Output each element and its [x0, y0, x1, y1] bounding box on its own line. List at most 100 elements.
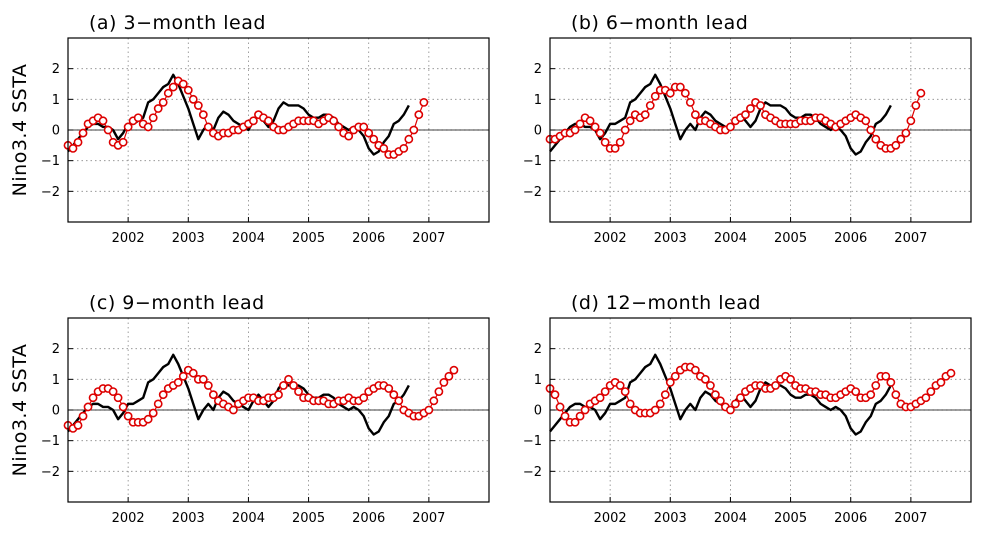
forecast-point [896, 134, 906, 144]
x-tick-label: 2004 [714, 511, 747, 526]
forecast-point [193, 101, 203, 110]
forecast-point [560, 411, 570, 421]
forecast-point [113, 393, 123, 403]
forecast-point [394, 396, 404, 406]
y-axis-label: Nino3.4 SSTA [9, 64, 31, 197]
y-tick-label: −1 [523, 154, 542, 169]
y-tick-label: 2 [52, 62, 60, 77]
forecast-point [183, 85, 193, 95]
x-tick-label: 2005 [292, 511, 325, 526]
panel-a: (a) 3−month lead Nino3.4 SSTA 2002 2003 20… [9, 12, 490, 246]
forecast-point [620, 125, 630, 135]
forecast-point [168, 82, 178, 92]
forecast-point [936, 377, 946, 387]
forecast-point [645, 101, 655, 110]
forecast-point [921, 393, 931, 403]
forecast-point [198, 374, 208, 384]
x-tick-label: 2007 [412, 231, 445, 246]
x-tick-label: 2003 [172, 511, 205, 526]
x-tick-label: 2002 [594, 231, 627, 246]
forecast-point [384, 384, 394, 393]
x-tick-label: 2005 [292, 231, 325, 246]
forecast-point [610, 143, 620, 153]
forecast-point [173, 377, 183, 387]
forecast-point [404, 134, 414, 144]
forecast-point [178, 371, 188, 381]
forecast-point [946, 368, 956, 378]
forecast-point [655, 399, 665, 409]
forecast-point [274, 390, 283, 400]
y-tick-label: −2 [41, 465, 60, 480]
forecast-point [620, 387, 630, 396]
forecast-point [700, 374, 710, 384]
forecast-point [580, 405, 590, 415]
forecast-point [771, 381, 780, 390]
y-tick-label: 1 [52, 373, 60, 388]
forecast-point [158, 98, 168, 107]
forecast-point [665, 88, 675, 98]
y-tick-label: −2 [41, 185, 60, 200]
forecast-point [665, 377, 675, 387]
forecast-point [108, 387, 118, 396]
forecast-point [550, 390, 560, 400]
y-tick-label: −2 [523, 185, 542, 200]
forecast-point [555, 402, 565, 412]
forecast-point [685, 98, 695, 107]
forecast-point [706, 381, 715, 390]
forecast-point [625, 116, 635, 126]
forecast-point [715, 396, 725, 406]
forecast-point [83, 402, 93, 412]
forecast-point [731, 399, 740, 409]
forecast-point [203, 122, 213, 132]
forecast-point [153, 399, 163, 409]
forecast-point [409, 125, 419, 135]
panel-c: (c) 9−month lead Nino3.4 SSTA 2002 2003 20… [9, 292, 490, 526]
forecast-point [68, 143, 78, 153]
forecast-point [98, 116, 108, 126]
forecast-point [429, 396, 439, 406]
forecast-point [570, 417, 580, 427]
forecast-point [359, 122, 369, 132]
forecast-point [198, 110, 208, 120]
panel-title: (c) 9−month lead [89, 292, 265, 314]
forecast-point [736, 393, 745, 403]
forecast-point [294, 387, 303, 396]
x-tick-label: 2007 [894, 231, 927, 246]
forecast-point [891, 390, 901, 400]
forecast-point [726, 405, 735, 415]
forecast-point [741, 110, 750, 120]
forecast-point [148, 113, 158, 123]
forecast-point [615, 381, 625, 390]
forecast-point [710, 390, 720, 400]
x-tick-label: 2006 [834, 231, 867, 246]
plot-area: 2002 2003 2004 2005 2006 2007 −2 −1 0 1 2 [523, 37, 972, 246]
x-tick-label: 2007 [894, 511, 927, 526]
forecast-point [871, 134, 881, 144]
forecast-point [670, 371, 680, 381]
x-tick-label: 2003 [654, 231, 687, 246]
y-tick-label: 2 [52, 342, 60, 357]
forecast-point [650, 405, 660, 415]
forecast-point [118, 402, 128, 412]
forecast-point [279, 381, 288, 390]
forecast-point [424, 405, 434, 415]
forecast-point [891, 140, 901, 150]
forecast-point [866, 390, 876, 400]
y-tick-label: −1 [523, 434, 542, 449]
y-tick-label: 0 [52, 124, 60, 139]
forecast-point [756, 101, 765, 110]
forecast-point [329, 116, 339, 126]
forecast-point [133, 113, 143, 123]
forecast-point [871, 381, 881, 390]
forecast-point [901, 128, 911, 138]
forecast-point [640, 110, 650, 120]
forecast-point [123, 122, 133, 132]
y-tick-label: 0 [534, 124, 542, 139]
forecast-point [439, 377, 449, 387]
y-tick-label: 1 [52, 93, 60, 108]
forecast-point [414, 110, 424, 120]
x-tick-label: 2002 [112, 231, 145, 246]
plot-area: 2002 2003 2004 2005 2006 2007 −2 −1 0 1 2 [523, 317, 972, 526]
forecast-point [726, 122, 735, 132]
forecast-point [861, 116, 871, 126]
